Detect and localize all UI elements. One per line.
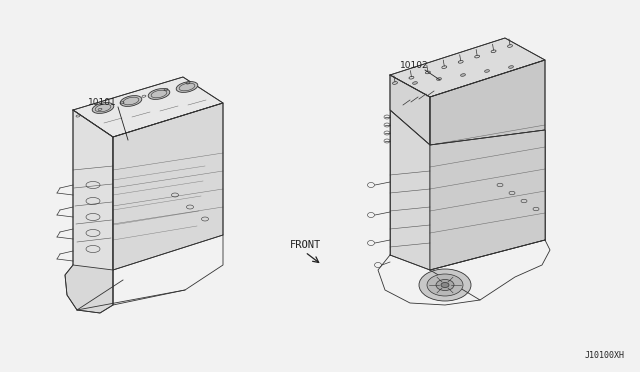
Text: 10101: 10101 bbox=[88, 98, 116, 107]
Polygon shape bbox=[65, 265, 113, 313]
Ellipse shape bbox=[509, 66, 513, 68]
Ellipse shape bbox=[436, 279, 454, 291]
Ellipse shape bbox=[427, 274, 463, 296]
Ellipse shape bbox=[419, 269, 471, 301]
Ellipse shape bbox=[148, 89, 170, 99]
Polygon shape bbox=[113, 103, 223, 270]
Ellipse shape bbox=[436, 78, 442, 80]
Text: FRONT: FRONT bbox=[290, 240, 321, 250]
Polygon shape bbox=[73, 110, 113, 297]
Ellipse shape bbox=[413, 82, 417, 84]
Polygon shape bbox=[390, 75, 430, 145]
Ellipse shape bbox=[484, 70, 490, 72]
Text: J10100XH: J10100XH bbox=[585, 351, 625, 360]
Ellipse shape bbox=[92, 103, 114, 113]
Polygon shape bbox=[430, 60, 545, 145]
Polygon shape bbox=[430, 130, 545, 270]
Ellipse shape bbox=[120, 96, 142, 106]
Polygon shape bbox=[390, 110, 430, 270]
Ellipse shape bbox=[461, 74, 465, 76]
Ellipse shape bbox=[441, 282, 449, 288]
Ellipse shape bbox=[176, 81, 198, 92]
Polygon shape bbox=[390, 38, 545, 97]
Text: 10102: 10102 bbox=[400, 61, 429, 70]
Polygon shape bbox=[73, 77, 223, 137]
